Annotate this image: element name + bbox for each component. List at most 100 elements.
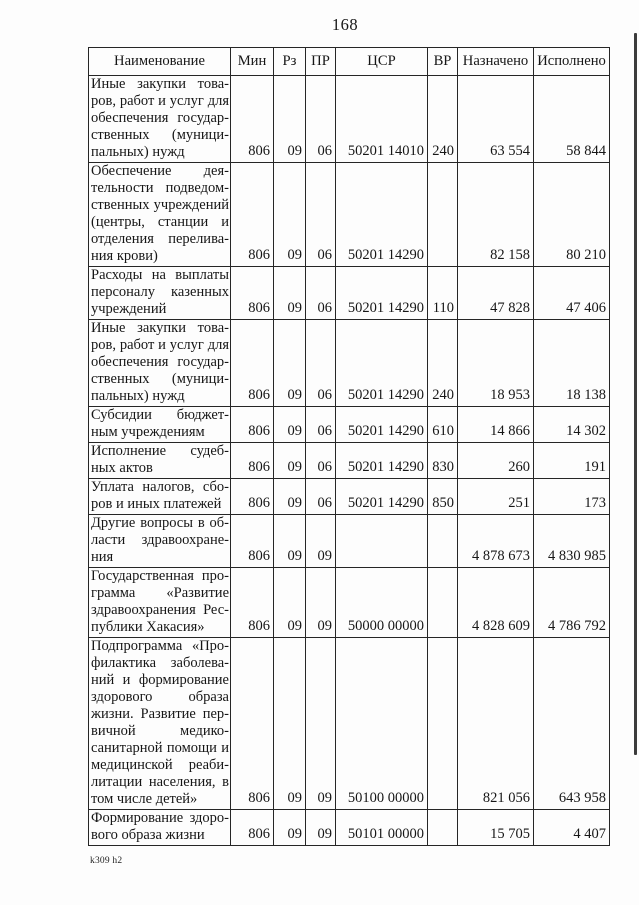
- name-line: Расходы на выплаты: [91, 267, 229, 284]
- pr-cell: 06: [305, 75, 336, 163]
- assigned-cell: 18 953: [457, 319, 534, 407]
- assigned-cell: 63 554: [457, 75, 534, 163]
- min-cell: 806: [230, 75, 274, 163]
- min-cell: 806: [230, 809, 274, 846]
- rz-cell: 09: [273, 266, 306, 320]
- table-row: Формирование здоро-вого образа жизни 806 0…: [88, 809, 610, 846]
- name-cell: Подпрограмма «Про-филактика заболева-ний…: [88, 637, 231, 810]
- name-line: обеспечения государ-: [91, 110, 229, 126]
- min-cell: 806: [230, 319, 274, 407]
- name-cell: Другие вопросы в об-ласти здравоохране-н…: [88, 514, 231, 568]
- name-line: Иные закупки това-: [91, 320, 229, 337]
- name-line: Формирование здоро-: [91, 810, 229, 827]
- name-line: Другие вопросы в об-: [91, 515, 229, 532]
- table-row: Исполнение судеб-ных актов 806 09 06 50201 1…: [88, 442, 610, 479]
- name-line: Иные закупки това-: [91, 76, 229, 93]
- name-line: ласти здравоохране-: [91, 532, 229, 548]
- pr-cell: 06: [305, 162, 336, 267]
- name-line: Уплата налогов, сбо-: [91, 479, 229, 496]
- name-line: том числе детей»: [91, 791, 198, 807]
- csr-cell: 50201 14290: [335, 266, 428, 320]
- pr-cell: 06: [305, 442, 336, 479]
- assigned-cell: 4 828 609: [457, 567, 534, 638]
- min-cell: 806: [230, 514, 274, 568]
- pr-cell: 06: [305, 266, 336, 320]
- pr-cell: 09: [305, 637, 336, 810]
- assigned-cell: 14 866: [457, 406, 534, 443]
- vr-cell: 610: [427, 406, 458, 443]
- page-number: 168: [331, 15, 359, 34]
- name-line: ственных учреждений: [91, 197, 229, 213]
- name-cell: Государственная про-грамма «Развитие здра…: [88, 567, 231, 638]
- name-line: вичной медико-: [91, 723, 229, 739]
- name-line: обеспечения государ-: [91, 354, 229, 370]
- pr-cell: 06: [305, 406, 336, 443]
- assigned-cell: 47 828: [457, 266, 534, 320]
- pr-cell: 06: [305, 319, 336, 407]
- csr-cell: 50201 14290: [335, 478, 428, 515]
- name-cell: Иные закупки това-ров, работ и услуг для…: [88, 319, 231, 407]
- csr-cell: 50100 00000: [335, 637, 428, 810]
- assigned-cell: 251: [457, 478, 534, 515]
- assigned-cell: 4 878 673: [457, 514, 534, 568]
- min-cell: 806: [230, 406, 274, 443]
- name-line: грамма «Развитие: [91, 585, 229, 601]
- rz-cell: 09: [273, 478, 306, 515]
- executed-cell: 58 844: [533, 75, 610, 163]
- executed-cell: 80 210: [533, 162, 610, 267]
- name-line: здорового образа: [91, 689, 229, 705]
- name-line: Подпрограмма «Про-: [91, 638, 229, 655]
- name-line: филактика заболева-: [91, 655, 229, 671]
- rz-cell: 09: [273, 567, 306, 638]
- pr-cell: 06: [305, 478, 336, 515]
- column-header: Мин: [230, 47, 274, 76]
- name-line: медицинской реаби-: [91, 757, 229, 773]
- rz-cell: 09: [273, 75, 306, 163]
- name-line: здравоохранения Рес-: [91, 602, 229, 618]
- name-line: вого образа жизни: [91, 827, 205, 843]
- name-cell: Субсидии бюджет-ным учреждениям: [88, 406, 231, 443]
- min-cell: 806: [230, 567, 274, 638]
- executed-cell: 173: [533, 478, 610, 515]
- name-line: тельности подведом-: [91, 180, 229, 196]
- header-row: Наименование Мин Рз ПР ЦСР ВР Назначено Исполне…: [88, 47, 610, 76]
- vr-cell: 240: [427, 75, 458, 163]
- table-row: Субсидии бюджет-ным учреждениям 806 09 06 50…: [88, 406, 610, 443]
- csr-cell: 50201 14010: [335, 75, 428, 163]
- name-line: ных актов: [91, 460, 153, 476]
- assigned-cell: 260: [457, 442, 534, 479]
- name-line: персоналу казенных: [91, 284, 229, 300]
- name-line: ний и формирование: [91, 672, 229, 688]
- table-row: Иные закупки това-ров, работ и услуг для…: [88, 75, 610, 163]
- footer-mark: k309 h2: [90, 856, 123, 866]
- vr-cell: [427, 637, 458, 810]
- name-line: (центры, станции и: [91, 214, 229, 230]
- column-header: ЦСР: [335, 47, 428, 76]
- vr-cell: [427, 567, 458, 638]
- table-row: Государственная про-грамма «Развитие здра…: [88, 567, 610, 638]
- name-line: Обеспечение дея-: [91, 163, 229, 180]
- csr-cell: 50201 14290: [335, 319, 428, 407]
- executed-cell: 4 407: [533, 809, 610, 846]
- vr-cell: [427, 809, 458, 846]
- name-line: Исполнение судеб-: [91, 443, 229, 460]
- name-cell: Исполнение судеб-ных актов: [88, 442, 231, 479]
- name-line: отделения перелива-: [91, 231, 229, 247]
- name-line: пальных) нужд: [91, 388, 185, 404]
- assigned-cell: 82 158: [457, 162, 534, 267]
- table-row: Подпрограмма «Про-филактика заболева-ний…: [88, 637, 610, 810]
- vr-cell: 240: [427, 319, 458, 407]
- min-cell: 806: [230, 442, 274, 479]
- vr-cell: [427, 514, 458, 568]
- pr-cell: 09: [305, 567, 336, 638]
- csr-cell: 50201 14290: [335, 442, 428, 479]
- column-header: Рз: [273, 47, 306, 76]
- csr-cell: 50201 14290: [335, 406, 428, 443]
- executed-cell: 191: [533, 442, 610, 479]
- name-cell: Иные закупки това-ров, работ и услуг для…: [88, 75, 231, 163]
- csr-cell: 50201 14290: [335, 162, 428, 267]
- executed-cell: 14 302: [533, 406, 610, 443]
- vr-cell: 850: [427, 478, 458, 515]
- rz-cell: 09: [273, 162, 306, 267]
- name-line: учреждений: [91, 301, 167, 317]
